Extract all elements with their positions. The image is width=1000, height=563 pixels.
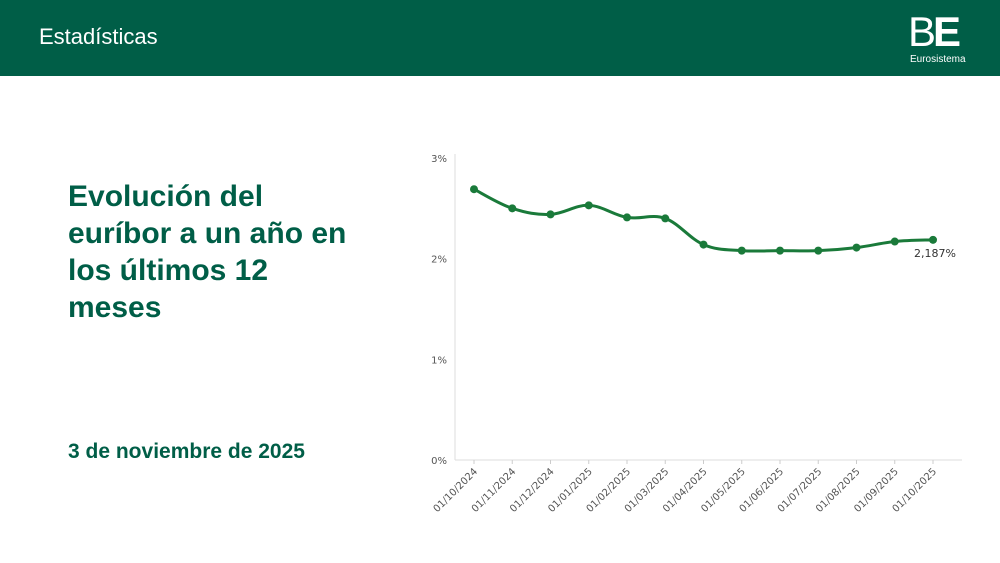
data-point	[661, 214, 670, 223]
data-point	[776, 246, 784, 255]
data-point	[623, 213, 631, 222]
header-bar: Estadísticas BE Eurosistema	[0, 0, 1000, 76]
data-point	[737, 246, 746, 255]
logo-subtitle: Eurosistema	[910, 54, 966, 65]
data-point	[546, 210, 555, 219]
report-date: 3 de noviembre de 2025	[68, 440, 305, 463]
data-point	[890, 237, 899, 246]
data-point	[699, 240, 708, 249]
data-point	[852, 243, 861, 252]
data-point	[470, 185, 478, 194]
page-title: Evolución del euríbor a un año en los úl…	[68, 180, 347, 324]
data-point	[508, 204, 517, 213]
data-point	[584, 201, 593, 210]
y-tick-label: 1%	[431, 355, 447, 366]
last-value-label: 2,187%	[914, 247, 956, 260]
banco-espana-logo: BE Eurosistema	[908, 8, 972, 68]
y-tick-label: 3%	[431, 154, 447, 165]
y-tick-label: 0%	[431, 456, 447, 467]
logo-mark: BE	[908, 8, 961, 55]
section-title: Estadísticas	[39, 24, 158, 49]
y-tick-label: 2%	[431, 255, 447, 266]
data-point	[814, 246, 823, 255]
data-point	[929, 235, 937, 244]
